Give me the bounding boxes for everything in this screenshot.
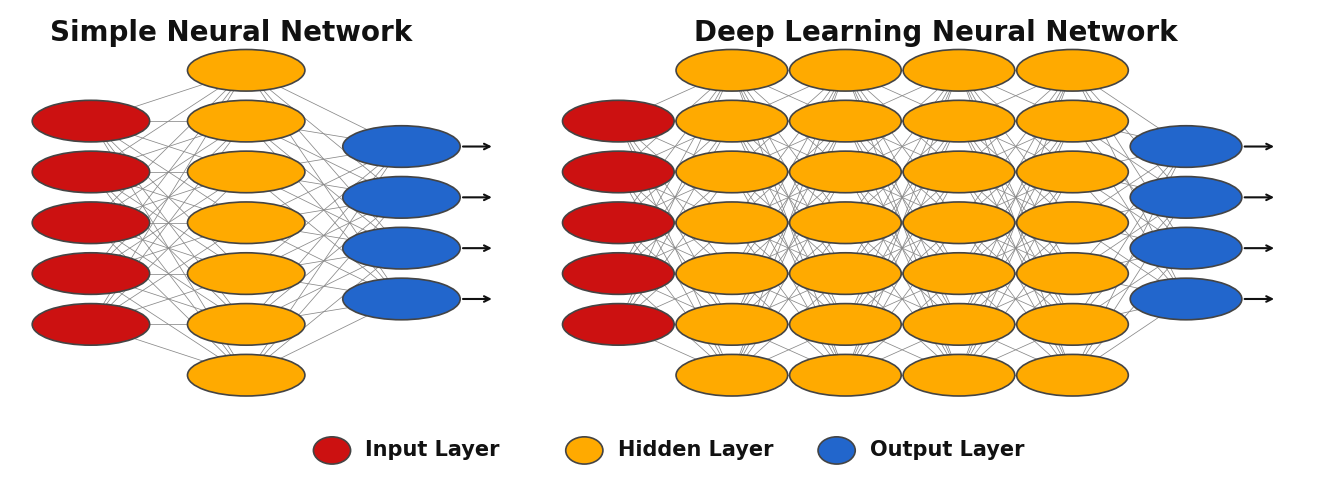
- Ellipse shape: [32, 253, 150, 295]
- Ellipse shape: [187, 303, 305, 345]
- Ellipse shape: [1017, 303, 1129, 345]
- Ellipse shape: [1130, 126, 1242, 167]
- Text: Input Layer: Input Layer: [365, 441, 499, 460]
- Ellipse shape: [676, 50, 788, 91]
- Ellipse shape: [32, 202, 150, 244]
- Ellipse shape: [187, 151, 305, 193]
- Ellipse shape: [676, 151, 788, 193]
- Ellipse shape: [790, 354, 902, 396]
- Ellipse shape: [676, 253, 788, 295]
- Ellipse shape: [1130, 177, 1242, 218]
- Text: Simple Neural Network: Simple Neural Network: [49, 19, 412, 48]
- Ellipse shape: [187, 354, 305, 396]
- Ellipse shape: [1017, 202, 1129, 244]
- Ellipse shape: [1017, 354, 1129, 396]
- Text: Deep Learning Neural Network: Deep Learning Neural Network: [695, 19, 1178, 48]
- Ellipse shape: [790, 151, 902, 193]
- Ellipse shape: [676, 100, 788, 142]
- Ellipse shape: [903, 151, 1015, 193]
- Ellipse shape: [563, 303, 675, 345]
- Ellipse shape: [32, 100, 150, 142]
- Ellipse shape: [563, 100, 675, 142]
- Ellipse shape: [1017, 253, 1129, 295]
- Ellipse shape: [187, 50, 305, 91]
- Ellipse shape: [343, 126, 461, 167]
- Ellipse shape: [1130, 278, 1242, 320]
- Ellipse shape: [676, 303, 788, 345]
- Ellipse shape: [343, 177, 461, 218]
- Ellipse shape: [563, 253, 675, 295]
- Ellipse shape: [790, 202, 902, 244]
- Ellipse shape: [1017, 100, 1129, 142]
- Ellipse shape: [790, 100, 902, 142]
- Ellipse shape: [903, 50, 1015, 91]
- Ellipse shape: [1130, 227, 1242, 269]
- Ellipse shape: [343, 278, 461, 320]
- Ellipse shape: [187, 100, 305, 142]
- Ellipse shape: [32, 303, 150, 345]
- Ellipse shape: [676, 354, 788, 396]
- Ellipse shape: [1017, 50, 1129, 91]
- Text: Hidden Layer: Hidden Layer: [618, 441, 773, 460]
- Ellipse shape: [1017, 151, 1129, 193]
- Text: Output Layer: Output Layer: [870, 441, 1024, 460]
- Ellipse shape: [790, 253, 902, 295]
- Ellipse shape: [790, 303, 902, 345]
- Ellipse shape: [32, 151, 150, 193]
- Ellipse shape: [903, 100, 1015, 142]
- Ellipse shape: [187, 253, 305, 295]
- Ellipse shape: [903, 303, 1015, 345]
- Ellipse shape: [563, 151, 675, 193]
- Ellipse shape: [187, 202, 305, 244]
- Ellipse shape: [563, 202, 675, 244]
- Ellipse shape: [903, 354, 1015, 396]
- Ellipse shape: [790, 50, 902, 91]
- Ellipse shape: [903, 253, 1015, 295]
- Ellipse shape: [343, 227, 461, 269]
- Ellipse shape: [676, 202, 788, 244]
- Ellipse shape: [903, 202, 1015, 244]
